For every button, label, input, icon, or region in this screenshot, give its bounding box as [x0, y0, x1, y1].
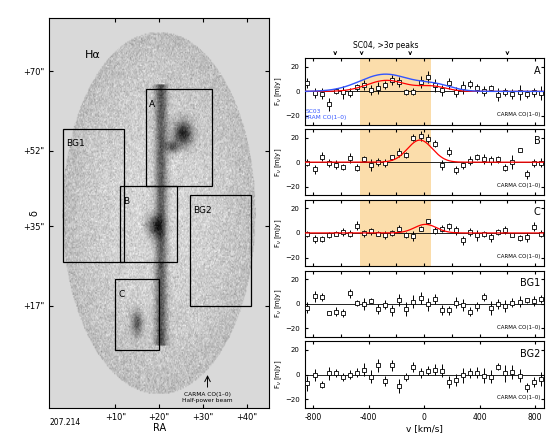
Bar	[120, 186, 177, 262]
Text: Hα: Hα	[85, 50, 100, 60]
X-axis label: v [km/s]: v [km/s]	[406, 424, 442, 433]
Text: CARMA CO(1–0): CARMA CO(1–0)	[497, 183, 541, 188]
Text: CARMA CO(1–0)
Half-power beam: CARMA CO(1–0) Half-power beam	[182, 392, 233, 403]
Text: CARMA CO(1–0): CARMA CO(1–0)	[497, 324, 541, 330]
Text: C: C	[119, 290, 125, 299]
Text: A: A	[534, 65, 541, 76]
Bar	[360, 58, 431, 125]
Y-axis label: F$_\nu$ [mJy]: F$_\nu$ [mJy]	[273, 360, 284, 389]
Y-axis label: F$_\nu$ [mJy]: F$_\nu$ [mJy]	[273, 147, 284, 177]
Text: A: A	[149, 99, 155, 108]
Y-axis label: F$_\nu$ [mJy]: F$_\nu$ [mJy]	[273, 218, 284, 248]
Y-axis label: F$_\nu$ [mJy]: F$_\nu$ [mJy]	[273, 289, 284, 319]
Text: B: B	[534, 136, 541, 146]
Text: 207.214: 207.214	[49, 418, 81, 427]
Text: SC03
IRAM CO(1–0): SC03 IRAM CO(1–0)	[306, 109, 346, 120]
Text: C: C	[534, 207, 541, 217]
X-axis label: RA: RA	[153, 423, 166, 433]
Y-axis label: F$_\nu$ [mJy]: F$_\nu$ [mJy]	[273, 77, 284, 106]
Text: CARMA CO(1–0): CARMA CO(1–0)	[497, 112, 541, 117]
Text: CARMA CO(1–0): CARMA CO(1–0)	[497, 254, 541, 259]
Bar	[146, 89, 212, 186]
Text: BG1: BG1	[66, 139, 85, 148]
Text: δ: δ	[29, 210, 39, 216]
Bar	[360, 129, 431, 195]
Bar	[115, 279, 159, 350]
Text: SC04, >3σ peaks: SC04, >3σ peaks	[353, 41, 419, 50]
Text: BG1: BG1	[520, 278, 541, 288]
Text: BG2: BG2	[193, 206, 212, 215]
Bar	[190, 195, 251, 306]
Bar	[360, 200, 431, 266]
Text: CARMA CO(1–0): CARMA CO(1–0)	[497, 395, 541, 401]
Text: B: B	[123, 197, 129, 206]
Text: BG2: BG2	[520, 349, 541, 359]
Bar	[63, 129, 124, 262]
